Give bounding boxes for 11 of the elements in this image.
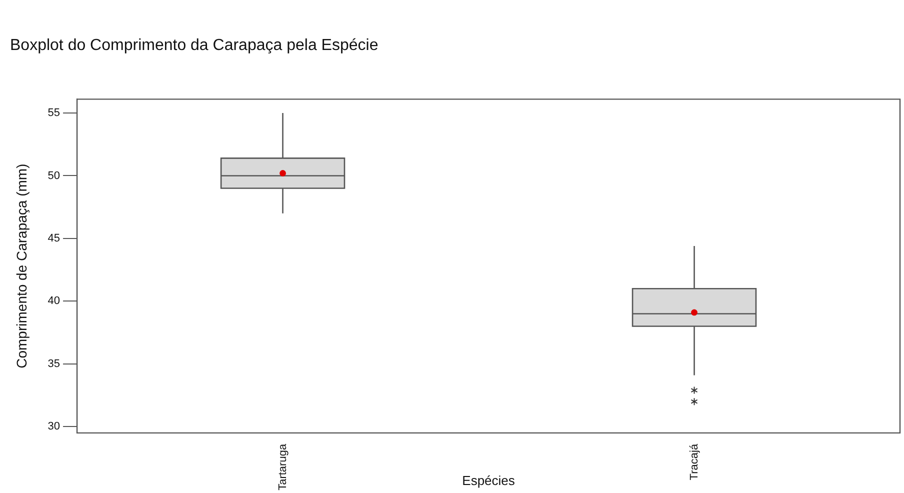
y-tick-label: 55 xyxy=(48,107,60,120)
y-axis-title: Comprimento de Carapaça (mm) xyxy=(13,164,30,368)
y-tick-label: 35 xyxy=(48,358,60,370)
x-tick-label: Tracajá xyxy=(688,443,700,480)
x-tick-label: Tartaruga xyxy=(276,443,289,490)
y-tick-label: 30 xyxy=(48,420,60,433)
y-tick-label: 50 xyxy=(48,170,60,182)
chart-title: Boxplot do Comprimento da Carapaça pela Espécie xyxy=(10,37,378,54)
y-tick-label: 40 xyxy=(48,295,60,308)
y-tick-label: 45 xyxy=(48,232,60,244)
x-axis-title: Espécies xyxy=(462,472,516,488)
